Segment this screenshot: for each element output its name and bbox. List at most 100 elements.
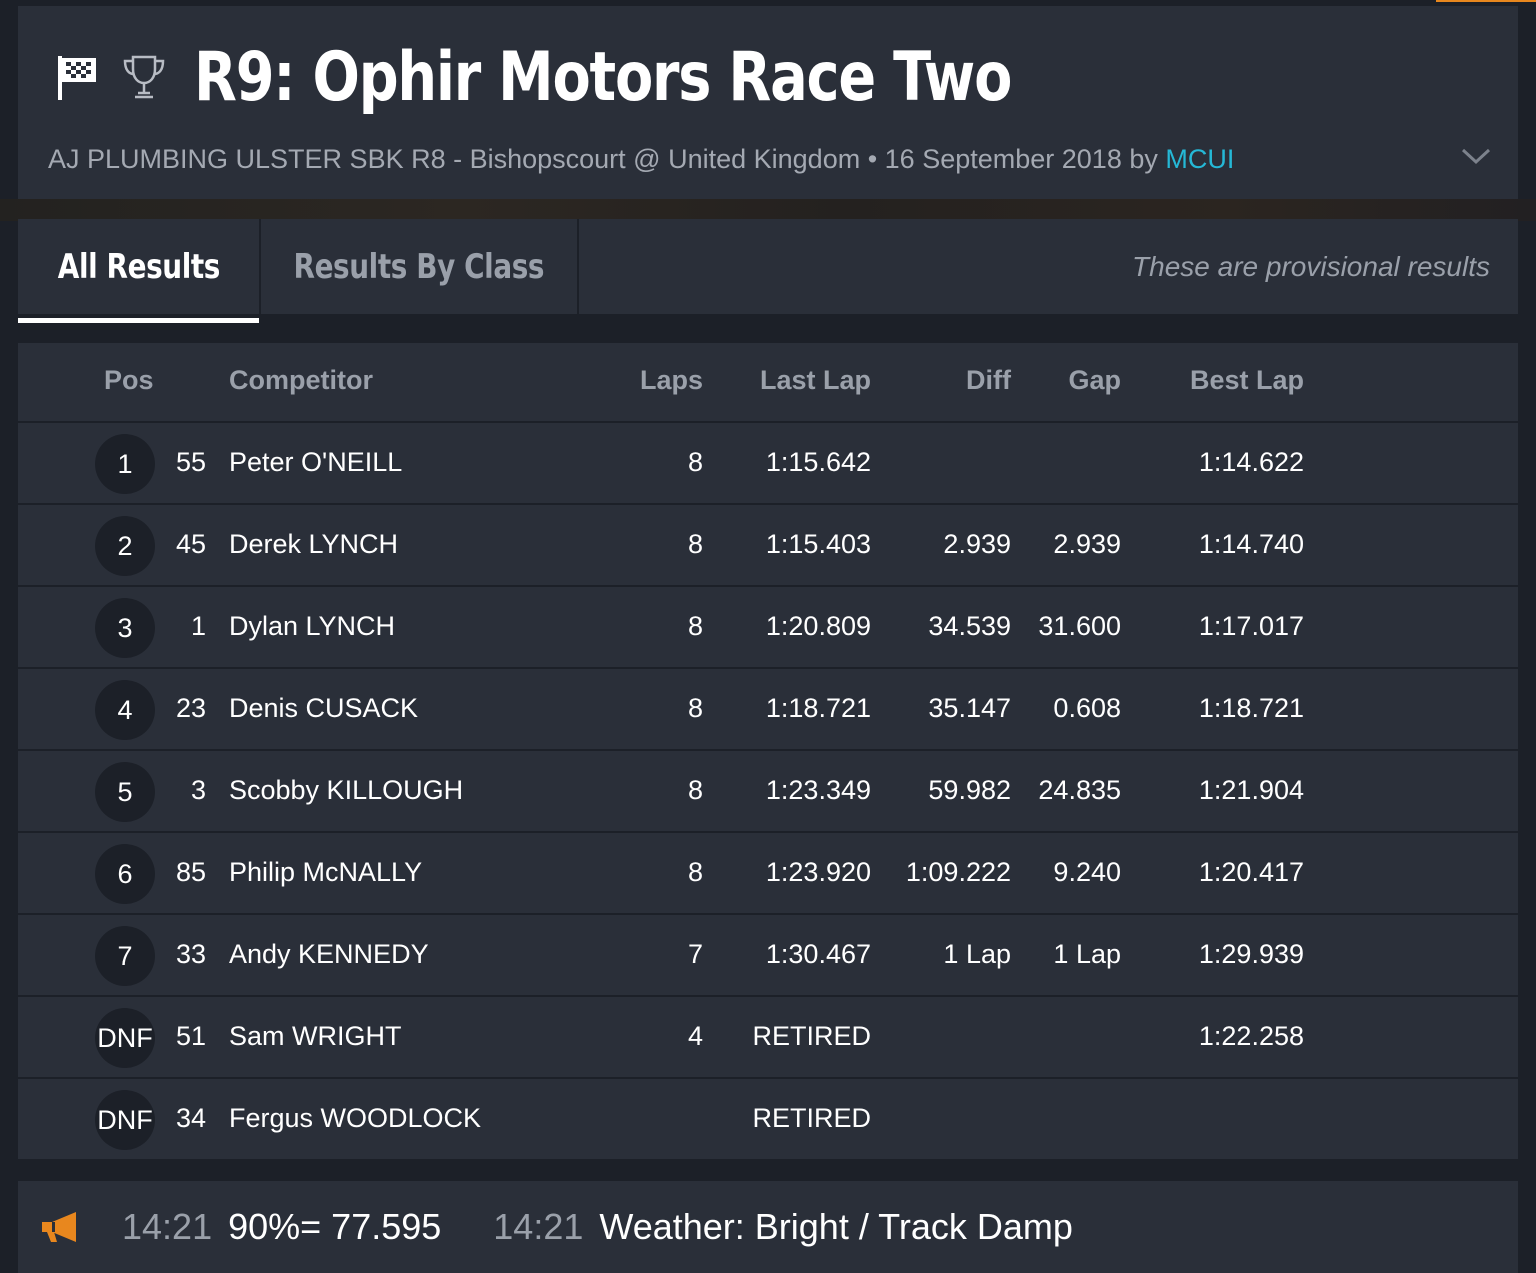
- table-row[interactable]: DNF 34 Fergus WOODLOCK RETIRED: [18, 1079, 1518, 1161]
- laps-value: 8: [687, 857, 703, 887]
- competitor-name[interactable]: Denis CUSACK: [229, 693, 419, 723]
- author-link[interactable]: MCUI: [1165, 144, 1235, 174]
- announcement-text: Weather: Bright / Track Damp: [599, 1206, 1073, 1247]
- title-row: R9: Ophir Motors Race Two: [54, 38, 1191, 117]
- header-pos[interactable]: Pos: [104, 365, 154, 395]
- announcement-bar: 14:21 90%= 77.595 14:21 Weather: Bright …: [18, 1181, 1518, 1273]
- header-last-lap[interactable]: Last Lap: [759, 365, 871, 395]
- gap-value: 2.939: [1053, 529, 1121, 559]
- competitor-name[interactable]: Derek LYNCH: [229, 529, 399, 559]
- event-details: AJ PLUMBING ULSTER SBK R8 - Bishopscourt…: [48, 144, 1166, 174]
- header-gap[interactable]: Gap: [1068, 365, 1121, 395]
- best-lap-value: 1:21.904: [1198, 775, 1304, 805]
- results-table: Pos Competitor Laps Last Lap Diff Gap Be…: [18, 343, 1518, 1159]
- chevron-down-icon[interactable]: [1458, 144, 1494, 168]
- competitor-name[interactable]: Scobby KILLOUGH: [229, 775, 464, 805]
- table-body: 1 55 Peter O'NEILL 8 1:15.642 1:14.622 2 45 Dere…: [18, 423, 1518, 1161]
- table-row[interactable]: 7 33 Andy KENNEDY 7 1:30.467 1 Lap 1 Lap 1:29.9…: [18, 915, 1518, 997]
- table-row[interactable]: 3 1 Dylan LYNCH 8 1:20.809 34.539 31.600 1:17.0…: [18, 587, 1518, 669]
- gap-value: 0.608: [1053, 693, 1121, 723]
- gap-value: 1 Lap: [1053, 939, 1121, 969]
- diff-value: 1:09.222: [905, 857, 1011, 887]
- checkered-flag-icon: [54, 50, 102, 106]
- position-badge: 3: [95, 598, 155, 658]
- competitor-name[interactable]: Sam WRIGHT: [229, 1021, 402, 1051]
- provisional-note: These are provisional results: [1132, 250, 1490, 282]
- last-lap-value: 1:20.809: [765, 611, 871, 641]
- race-number: 85: [175, 857, 206, 887]
- competitor-name[interactable]: Peter O'NEILL: [229, 447, 403, 477]
- last-lap-value: 1:30.467: [765, 939, 871, 969]
- gap-value: 24.835: [1038, 775, 1121, 805]
- table-row[interactable]: 1 55 Peter O'NEILL 8 1:15.642 1:14.622: [18, 423, 1518, 505]
- best-lap-value: 1:14.622: [1198, 447, 1304, 477]
- diff-value: 59.982: [928, 775, 1011, 805]
- last-lap-value: 1:15.403: [765, 529, 871, 559]
- position-badge: 6: [95, 844, 155, 904]
- tab-results-by-class-label: Results By Class: [293, 246, 545, 287]
- megaphone-icon: [38, 1209, 84, 1245]
- announcement-time: 14:21: [122, 1206, 213, 1247]
- gap-value: 31.600: [1038, 611, 1121, 641]
- last-lap-value: 1:18.721: [765, 693, 871, 723]
- laps-value: 8: [687, 775, 703, 805]
- best-lap-value: 1:14.740: [1198, 529, 1304, 559]
- position-badge: DNF: [95, 1090, 155, 1150]
- competitor-name[interactable]: Dylan LYNCH: [229, 611, 396, 641]
- diff-value: 1 Lap: [943, 939, 1011, 969]
- race-number: 51: [175, 1021, 206, 1051]
- position-badge: 1: [95, 434, 155, 494]
- position-badge: 4: [95, 680, 155, 740]
- table-row[interactable]: 5 3 Scobby KILLOUGH 8 1:23.349 59.982 24.835 1:…: [18, 751, 1518, 833]
- last-lap-value: RETIRED: [752, 1103, 871, 1133]
- laps-value: 8: [687, 447, 703, 477]
- best-lap-value: 1:22.258: [1198, 1021, 1304, 1051]
- last-lap-value: 1:23.349: [765, 775, 871, 805]
- race-number: 23: [175, 693, 206, 723]
- race-header: R9: Ophir Motors Race Two AJ PLUMBING UL…: [18, 6, 1518, 199]
- last-lap-value: 1:15.642: [765, 447, 871, 477]
- gap-value: 9.240: [1053, 857, 1121, 887]
- race-number: 34: [175, 1103, 206, 1133]
- competitor-name[interactable]: Fergus WOODLOCK: [229, 1103, 482, 1133]
- diff-value: 35.147: [928, 693, 1011, 723]
- announcement-text: 90%= 77.595: [228, 1206, 442, 1247]
- last-lap-value: RETIRED: [752, 1021, 871, 1051]
- table-row[interactable]: 2 45 Derek LYNCH 8 1:15.403 2.939 2.939 1:14.74…: [18, 505, 1518, 587]
- tab-all-results[interactable]: All Results: [18, 219, 259, 323]
- competitor-name[interactable]: Philip McNALLY: [229, 857, 423, 887]
- page-title: R9: Ophir Motors Race Two: [194, 38, 1012, 117]
- race-number: 55: [175, 447, 206, 477]
- table-row[interactable]: 6 85 Philip McNALLY 8 1:23.920 1:09.222 9.240 1…: [18, 833, 1518, 915]
- best-lap-value: 1:29.939: [1198, 939, 1304, 969]
- laps-value: 4: [687, 1021, 703, 1051]
- announcement-time: 14:21: [493, 1206, 584, 1247]
- header-best-lap[interactable]: Best Lap: [1189, 365, 1304, 395]
- laps-value: 8: [687, 529, 703, 559]
- race-number: 3: [190, 775, 206, 805]
- header-competitor[interactable]: Competitor: [229, 365, 373, 395]
- table-row[interactable]: 4 23 Denis CUSACK 8 1:18.721 35.147 0.608 1:18.…: [18, 669, 1518, 751]
- accent-line: [1436, 0, 1536, 2]
- table-row[interactable]: DNF 51 Sam WRIGHT 4 RETIRED 1:22.258: [18, 997, 1518, 1079]
- laps-value: 8: [687, 611, 703, 641]
- best-lap-value: 1:20.417: [1198, 857, 1304, 887]
- race-number: 1: [190, 611, 206, 641]
- diff-value: 2.939: [943, 529, 1011, 559]
- tab-results-by-class[interactable]: Results By Class: [259, 219, 579, 314]
- competitor-name[interactable]: Andy KENNEDY: [229, 939, 429, 969]
- position-badge: 5: [95, 762, 155, 822]
- laps-value: 8: [687, 693, 703, 723]
- laps-value: 7: [687, 939, 703, 969]
- banner-image-strip: [0, 199, 1536, 221]
- diff-value: 34.539: [928, 611, 1011, 641]
- trophy-icon: [120, 50, 168, 106]
- header-diff[interactable]: Diff: [966, 365, 1011, 395]
- best-lap-value: 1:17.017: [1198, 611, 1304, 641]
- header-laps[interactable]: Laps: [639, 365, 703, 395]
- event-subtitle: AJ PLUMBING ULSTER SBK R8 - Bishopscourt…: [48, 144, 1234, 175]
- position-badge: DNF: [95, 1008, 155, 1068]
- position-badge: 7: [95, 926, 155, 986]
- race-number: 33: [175, 939, 206, 969]
